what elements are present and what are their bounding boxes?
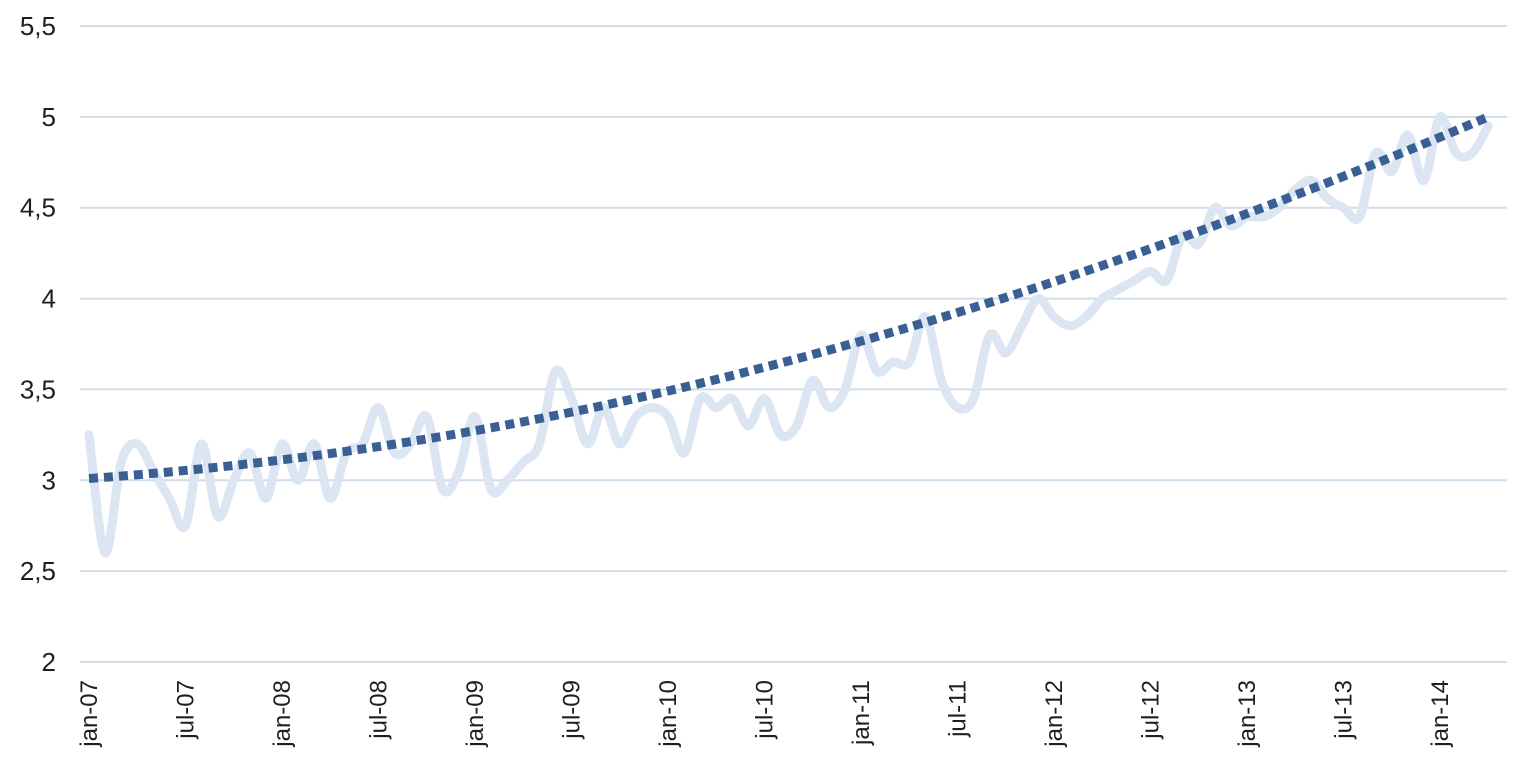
y-tick-label: 4 — [42, 284, 56, 314]
actual-series-line — [84, 112, 1493, 558]
x-tick-label: jan-13 — [1234, 680, 1261, 748]
x-axis-ticks: jan-07 jul-07 jan-08 jul-08 jan-09 jul-09 jan-… — [76, 680, 1454, 748]
x-tick-label: jul-08 — [366, 680, 393, 740]
x-tick-label: jan-07 — [76, 680, 103, 748]
y-tick-label: 3,5 — [20, 374, 56, 404]
y-tick-label: 2 — [42, 647, 56, 677]
y-axis-ticks: 2 2,5 3 3,5 4 4,5 5 5,5 — [20, 11, 56, 677]
x-tick-label: jul-10 — [752, 680, 779, 740]
x-tick-label: jan-14 — [1427, 680, 1454, 748]
x-tick-label: jul-13 — [1331, 680, 1358, 740]
x-tick-label: jul-09 — [559, 680, 586, 740]
x-tick-label: jul-11 — [945, 680, 972, 738]
y-tick-label: 3 — [42, 465, 56, 495]
x-tick-label: jul-12 — [1138, 680, 1165, 740]
y-tick-label: 2,5 — [20, 556, 56, 586]
trend-line — [88, 112, 1491, 483]
x-tick-label: jan-11 — [848, 680, 875, 746]
gridlines — [80, 25, 1507, 663]
y-tick-label: 5,5 — [20, 11, 56, 41]
x-tick-label: jul-07 — [173, 680, 200, 740]
y-tick-label: 4,5 — [20, 193, 56, 223]
x-tick-label: jan-08 — [269, 680, 296, 748]
x-tick-label: jan-12 — [1041, 680, 1068, 748]
x-tick-label: jan-09 — [462, 680, 489, 748]
y-tick-label: 5 — [42, 102, 56, 132]
x-tick-label: jan-10 — [655, 680, 682, 748]
